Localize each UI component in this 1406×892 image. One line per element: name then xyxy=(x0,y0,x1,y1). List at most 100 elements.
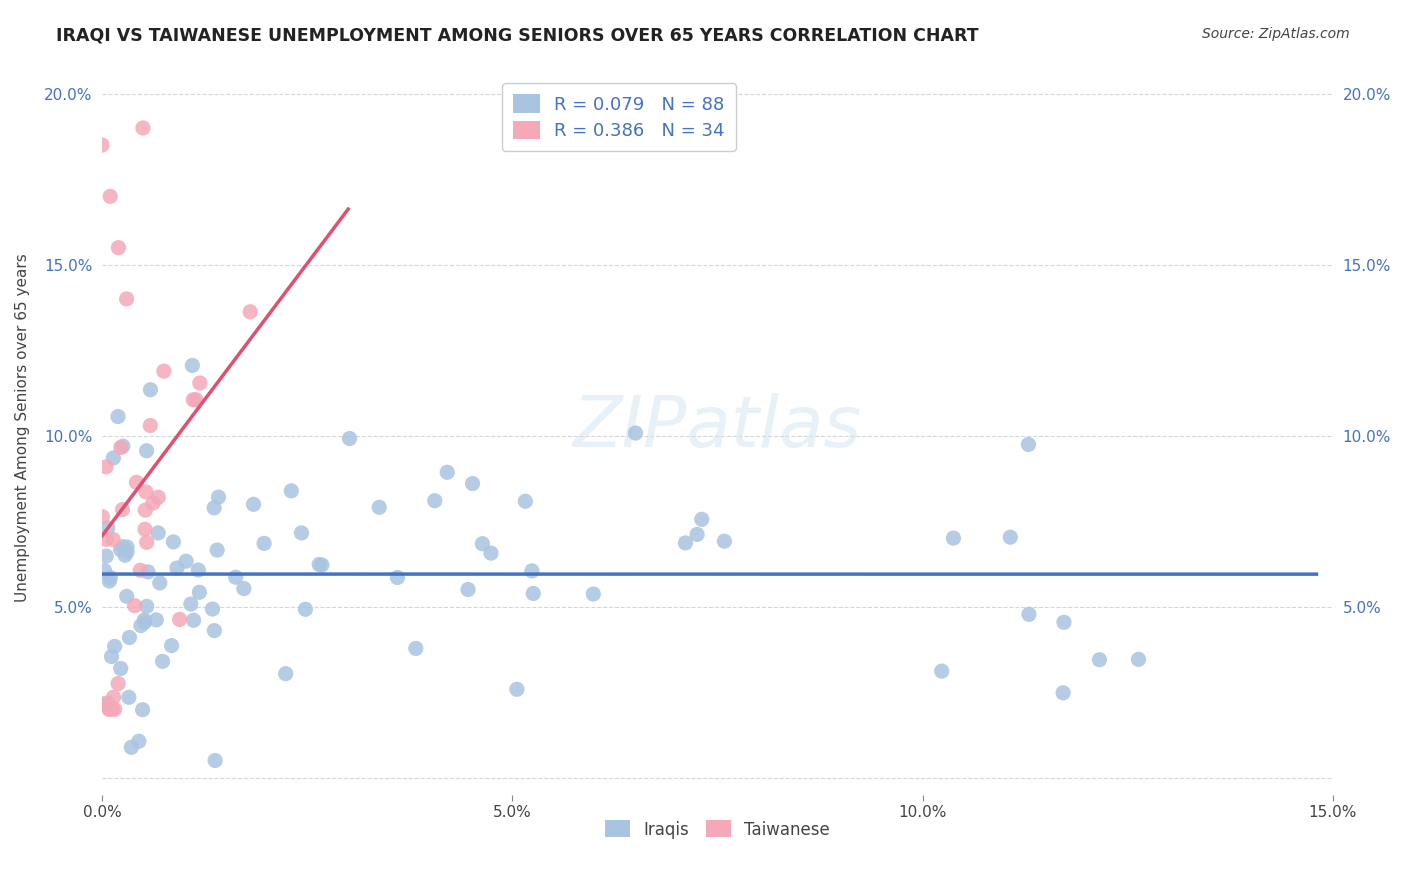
Iraqis xyxy=(103,450,125,465)
Iraqis xyxy=(1088,653,1111,667)
Iraqis xyxy=(174,554,197,568)
Iraqis xyxy=(135,443,157,458)
Iraqis xyxy=(146,525,169,540)
Taiwanese xyxy=(169,612,191,626)
Iraqis xyxy=(136,565,159,579)
Iraqis xyxy=(308,558,330,572)
Y-axis label: Unemployment Among Seniors over 65 years: Unemployment Among Seniors over 65 years xyxy=(15,252,30,601)
Text: Source: ZipAtlas.com: Source: ZipAtlas.com xyxy=(1202,27,1350,41)
Iraqis xyxy=(180,597,202,611)
Iraqis xyxy=(423,493,446,508)
Iraqis xyxy=(100,649,122,664)
Iraqis xyxy=(160,639,183,653)
Iraqis xyxy=(166,561,188,575)
Iraqis xyxy=(225,570,247,584)
Iraqis xyxy=(1052,686,1074,700)
Iraqis xyxy=(1128,652,1150,666)
Taiwanese xyxy=(153,364,176,378)
Iraqis xyxy=(686,527,709,541)
Iraqis xyxy=(97,521,120,535)
Taiwanese xyxy=(101,702,124,716)
Iraqis xyxy=(457,582,479,597)
Iraqis xyxy=(131,703,153,717)
Iraqis xyxy=(436,465,458,479)
Iraqis xyxy=(675,536,697,550)
Iraqis xyxy=(97,696,120,710)
Taiwanese xyxy=(107,241,129,255)
Iraqis xyxy=(111,439,134,453)
Iraqis xyxy=(183,613,205,627)
Iraqis xyxy=(624,425,647,440)
Iraqis xyxy=(201,602,224,616)
Iraqis xyxy=(387,570,409,584)
Iraqis xyxy=(135,599,157,614)
Taiwanese xyxy=(110,441,132,455)
Iraqis xyxy=(522,586,544,600)
Iraqis xyxy=(118,690,141,705)
Iraqis xyxy=(1053,615,1076,630)
Taiwanese xyxy=(98,702,121,716)
Iraqis xyxy=(205,543,228,558)
Iraqis xyxy=(202,624,225,638)
Taiwanese xyxy=(96,533,118,547)
Iraqis xyxy=(134,615,156,630)
Iraqis xyxy=(181,359,204,373)
Iraqis xyxy=(149,575,172,590)
Iraqis xyxy=(129,618,152,632)
Taiwanese xyxy=(142,496,165,510)
Iraqis xyxy=(115,545,138,559)
Taiwanese xyxy=(239,305,262,319)
Iraqis xyxy=(93,564,115,578)
Taiwanese xyxy=(124,599,146,613)
Iraqis xyxy=(479,546,502,560)
Taiwanese xyxy=(98,189,121,203)
Iraqis xyxy=(1000,530,1022,544)
Iraqis xyxy=(118,631,141,645)
Iraqis xyxy=(242,497,264,511)
Iraqis xyxy=(1017,437,1039,451)
Taiwanese xyxy=(181,392,204,407)
Iraqis xyxy=(294,602,316,616)
Iraqis xyxy=(405,641,427,656)
Iraqis xyxy=(339,432,361,446)
Iraqis xyxy=(114,548,136,562)
Iraqis xyxy=(98,574,121,588)
Iraqis xyxy=(128,734,150,748)
Iraqis xyxy=(187,563,209,577)
Iraqis xyxy=(115,540,138,554)
Taiwanese xyxy=(129,563,152,577)
Taiwanese xyxy=(125,475,148,490)
Taiwanese xyxy=(115,292,138,306)
Iraqis xyxy=(162,535,184,549)
Iraqis xyxy=(290,525,312,540)
Iraqis xyxy=(232,582,254,596)
Iraqis xyxy=(188,585,211,599)
Taiwanese xyxy=(111,502,134,516)
Taiwanese xyxy=(101,533,124,547)
Iraqis xyxy=(506,682,529,697)
Taiwanese xyxy=(91,509,114,524)
Iraqis xyxy=(202,500,225,515)
Taiwanese xyxy=(103,690,125,705)
Iraqis xyxy=(368,500,391,515)
Taiwanese xyxy=(91,697,114,711)
Iraqis xyxy=(152,654,174,668)
Iraqis xyxy=(110,542,132,557)
Iraqis xyxy=(115,590,138,604)
Taiwanese xyxy=(104,702,127,716)
Taiwanese xyxy=(134,522,156,536)
Iraqis xyxy=(104,640,127,654)
Iraqis xyxy=(96,549,118,563)
Taiwanese xyxy=(148,490,170,504)
Taiwanese xyxy=(91,138,114,153)
Iraqis xyxy=(120,740,142,755)
Iraqis xyxy=(931,664,953,678)
Iraqis xyxy=(107,409,129,424)
Iraqis xyxy=(582,587,605,601)
Taiwanese xyxy=(94,459,117,474)
Iraqis xyxy=(311,558,333,572)
Iraqis xyxy=(471,537,494,551)
Taiwanese xyxy=(98,702,121,716)
Iraqis xyxy=(207,490,229,504)
Iraqis xyxy=(111,540,134,554)
